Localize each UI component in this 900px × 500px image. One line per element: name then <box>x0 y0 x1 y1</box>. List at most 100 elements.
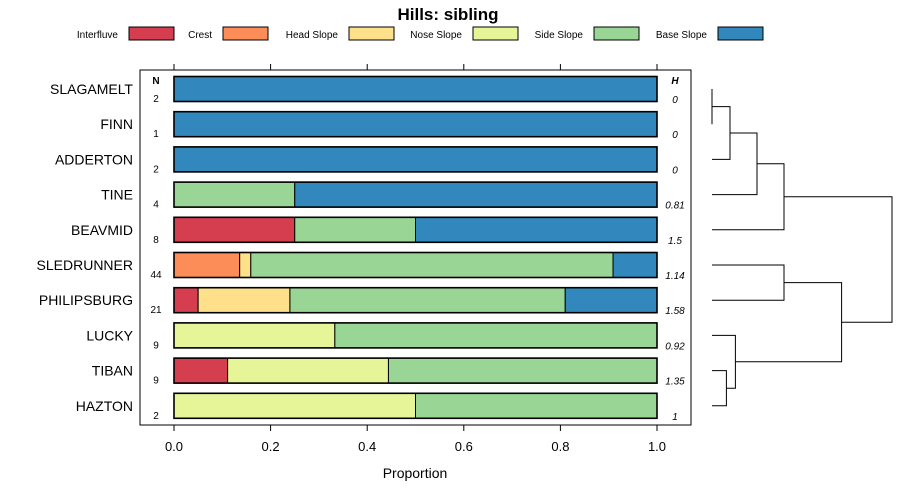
bar-segment-0-5 <box>173 76 658 102</box>
legend-label-4: Side Slope <box>535 30 584 41</box>
x-tick-label-0: 0.0 <box>165 439 183 454</box>
dendrogram-link-5 <box>712 370 727 407</box>
bar-segment-3-5 <box>294 181 658 208</box>
row-label-6: PHILIPSBURG <box>39 292 133 308</box>
bar-outline-1 <box>173 110 658 138</box>
dendrogram <box>711 89 893 407</box>
n-value-5: 44 <box>150 270 162 281</box>
h-value-9: 1 <box>672 412 678 423</box>
dendrogram-link-7 <box>735 282 843 363</box>
n-value-3: 4 <box>153 200 159 211</box>
bar-segment-9-4 <box>415 392 658 419</box>
plot-frame <box>139 69 692 426</box>
x-tick-label-5: 1.0 <box>648 439 666 454</box>
dendrogram-link-2 <box>712 132 758 196</box>
x-tick-label-1: 0.2 <box>262 439 280 454</box>
x-tick-label-2: 0.4 <box>358 439 376 454</box>
row-label-5: SLEDRUNNER <box>37 257 133 273</box>
bar-segment-2-5 <box>173 146 658 173</box>
h-value-8: 1.35 <box>665 377 685 388</box>
h-value-6: 1.58 <box>665 306 685 317</box>
bar-segment-8-4 <box>387 357 658 384</box>
h-value-0: 0 <box>672 95 678 106</box>
row-label-9: HAZTON <box>76 398 133 414</box>
x-tick-label-4: 0.8 <box>551 439 569 454</box>
bar-segment-5-2 <box>239 252 252 278</box>
bar-segment-5-4 <box>250 252 614 278</box>
bar-segment-5-1 <box>173 252 241 278</box>
n-value-7: 9 <box>153 340 159 351</box>
h-column-header: H <box>671 76 679 87</box>
n-value-8: 9 <box>153 376 159 387</box>
dendrogram-link-4 <box>712 264 785 301</box>
bar-segment-8-0 <box>173 357 229 384</box>
legend-swatch-3 <box>472 26 519 41</box>
bar-segment-4-5 <box>415 216 658 243</box>
bar-segment-5-5 <box>612 252 658 278</box>
bar-outline-2 <box>173 146 658 173</box>
bar-segment-7-4 <box>334 322 658 349</box>
bar-segment-4-4 <box>294 216 416 243</box>
legend-swatch-4 <box>593 26 640 41</box>
row-label-8: TIBAN <box>92 363 133 379</box>
bar-segment-7-3 <box>173 322 336 349</box>
row-label-3: TINE <box>101 187 133 203</box>
bar-outline-4 <box>173 216 658 244</box>
x-axis-title: Proportion <box>383 465 448 481</box>
h-value-1: 0 <box>672 130 678 141</box>
x-tick-label-3: 0.6 <box>455 439 473 454</box>
row-label-2: ADDERTON <box>55 151 133 167</box>
bar-segment-1-5 <box>173 111 658 138</box>
legend-label-2: Head Slope <box>286 30 339 41</box>
legend-label-0: Interfluve <box>77 30 119 41</box>
legend-swatch-0 <box>128 26 175 41</box>
bar-outline-7 <box>173 322 658 349</box>
dendrogram-link-1 <box>712 106 731 160</box>
bar-outline-8 <box>173 357 658 384</box>
bar-segment-3-4 <box>173 181 296 208</box>
n-value-0: 2 <box>153 94 159 105</box>
bar-segment-6-2 <box>197 287 291 314</box>
bar-outline-0 <box>173 75 658 103</box>
h-value-7: 0.92 <box>665 341 685 352</box>
row-label-4: BEAVMID <box>71 222 133 238</box>
n-column-header: N <box>152 76 159 87</box>
row-label-0: SLAGAMELT <box>50 81 133 97</box>
h-value-2: 0 <box>672 165 678 176</box>
chart-title: Hills: sibling <box>397 5 498 24</box>
bar-segment-6-0 <box>173 287 199 314</box>
row-labels: SLAGAMELT FINN ADDERTON TINE BEAVMID SLEDRUNN… <box>37 81 134 414</box>
legend-swatch-2 <box>348 26 395 41</box>
bars <box>173 75 658 420</box>
row-label-7: LUCKY <box>86 327 133 343</box>
dendrogram-link-6 <box>712 334 736 389</box>
bar-outline-9 <box>173 392 658 420</box>
h-labels: 0 0 0 0.81 1.5 1.14 1.58 0.92 1.35 1 <box>665 95 685 423</box>
h-value-4: 1.5 <box>668 236 682 247</box>
legend-swatch-5 <box>717 26 764 41</box>
bar-segment-8-3 <box>227 357 389 384</box>
dendrogram-link-3 <box>712 163 785 231</box>
bar-outline-3 <box>173 181 658 208</box>
row-label-1: FINN <box>100 116 133 132</box>
n-value-9: 2 <box>153 411 159 422</box>
legend-label-1: Crest <box>188 30 212 41</box>
x-axis: 0.0 0.2 0.4 0.6 0.8 1.0 <box>165 64 666 454</box>
bar-segment-9-3 <box>173 392 416 419</box>
bar-segment-6-4 <box>289 287 566 314</box>
n-value-6: 21 <box>150 305 162 316</box>
n-value-1: 1 <box>153 129 159 140</box>
bar-segment-4-0 <box>173 216 296 243</box>
legend-swatch-1 <box>222 26 269 41</box>
bar-outline-5 <box>173 251 658 279</box>
dendrogram-link-8 <box>784 196 893 323</box>
legend: Interfluve Crest Head Slope Nose Slope Side … <box>77 26 764 41</box>
h-value-3: 0.81 <box>665 201 684 212</box>
h-value-5: 1.14 <box>665 271 685 282</box>
n-value-4: 8 <box>153 235 159 246</box>
legend-label-3: Nose Slope <box>410 30 462 41</box>
n-value-2: 2 <box>153 164 159 175</box>
legend-label-5: Base Slope <box>656 30 708 41</box>
